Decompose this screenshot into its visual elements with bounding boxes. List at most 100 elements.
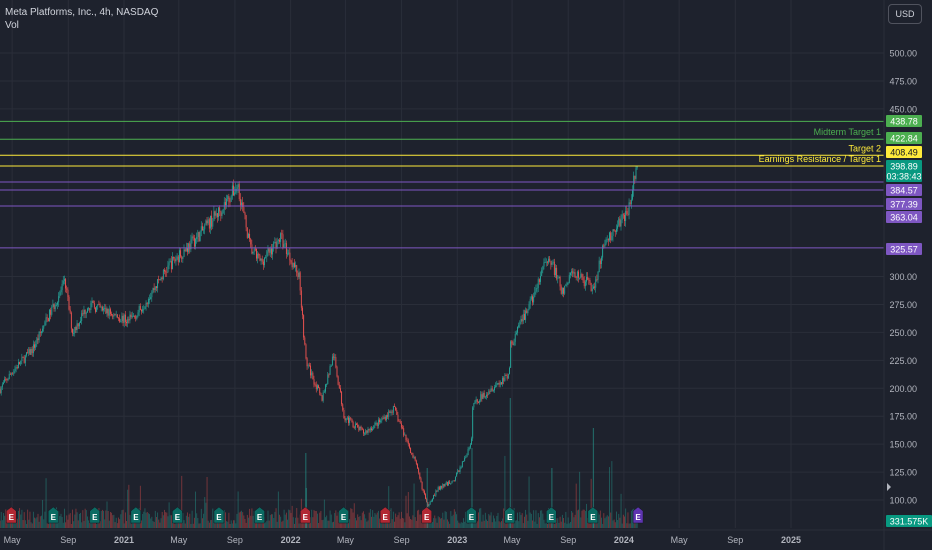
candle-body [352,422,354,428]
volume-bar [571,510,573,528]
volume-bar [487,521,489,528]
candle-body [423,490,425,495]
x-tick-label: May [671,535,689,545]
candle-body [441,486,443,488]
candle-body [537,279,539,288]
volume-bar [533,510,535,528]
candle-body [323,391,325,393]
volume-bar [349,519,351,528]
volume-bar [284,514,286,528]
candle-body [192,236,194,238]
volume-bar [153,521,155,528]
candle-body [111,313,113,316]
candle-body [346,417,348,419]
candle-body [336,366,338,377]
candle-body [327,374,329,385]
volume-bar [565,511,567,528]
candle-body [272,248,274,255]
candle-body [249,233,251,239]
price-tag [886,146,922,158]
volume-bar [609,467,610,528]
volume-bar [392,511,394,528]
candle-body [77,323,79,327]
volume-bar [128,484,130,528]
candle-body [345,418,347,421]
price-tag [886,198,922,210]
candle-body [251,244,253,254]
candle-body [338,384,340,389]
candle-body [179,250,180,262]
earnings-marker-label: E [51,513,57,522]
candle-body [252,251,254,254]
candle-body [181,256,183,259]
volume-bar [446,519,448,528]
candle-body [382,418,384,420]
volume-bar [273,517,275,528]
volume-bar [556,518,558,528]
volume-bar [67,519,69,528]
candle-body [220,211,222,216]
candle-body [498,382,500,385]
candle-body [214,211,216,216]
volume-bar [519,512,521,528]
volume-bar [319,512,321,528]
volume-bar [203,513,205,528]
candle-body [154,286,156,291]
candle-body [365,430,367,434]
candle-body [75,327,77,330]
volume-bar [412,515,414,528]
volume-bar [570,521,571,528]
candle-body [275,242,277,249]
earnings-marker-label: E [175,513,181,522]
volume-bar [267,510,269,528]
candle-body [103,308,104,311]
candle-body [548,258,550,263]
volume-bar [129,514,131,528]
candle-body [152,288,154,293]
volume-bar [589,523,591,528]
volume-bar [80,512,81,528]
symbol-title[interactable]: Meta Platforms, Inc., 4h, NASDAQ [5,7,159,18]
candle-body [146,302,148,304]
volume-indicator-label[interactable]: Vol [5,20,19,31]
volume-bar [560,521,562,528]
volume-bar [625,508,627,528]
volume-bar [233,520,234,528]
candle-body [147,299,149,304]
x-tick-label: Sep [560,535,576,545]
candle-body [610,232,612,241]
earnings-marker-icon [546,506,557,524]
volume-bar [43,519,45,528]
volume-bar [47,523,49,528]
volume-bar [257,521,259,528]
candle-body [256,248,257,259]
volume-bar [243,515,245,528]
candle-body [460,467,462,469]
candle-body [613,229,615,231]
volume-bar [113,514,115,528]
earnings-marker-label: E [469,513,475,522]
candle-body [308,365,310,367]
volume-bar [313,510,315,528]
volume-bar [610,512,612,528]
candle-body [208,219,210,229]
candle-body [126,321,127,324]
candle-body [597,272,599,280]
candle-body [283,244,285,248]
candle-body [216,213,218,218]
candle-body [9,373,11,375]
volume-bar [150,518,152,528]
volume-bar [78,513,80,528]
candle-body [289,252,291,261]
volume-bar [177,521,179,528]
candle-body [522,314,524,322]
volume-bar [190,523,192,528]
volume-bar [530,513,532,528]
candle-body [551,262,553,265]
volume-bar [160,518,162,528]
candle-body [442,484,444,488]
volume-bar [464,521,466,528]
currency-button[interactable]: USD [888,4,922,24]
earnings-marker-icon [379,506,391,524]
